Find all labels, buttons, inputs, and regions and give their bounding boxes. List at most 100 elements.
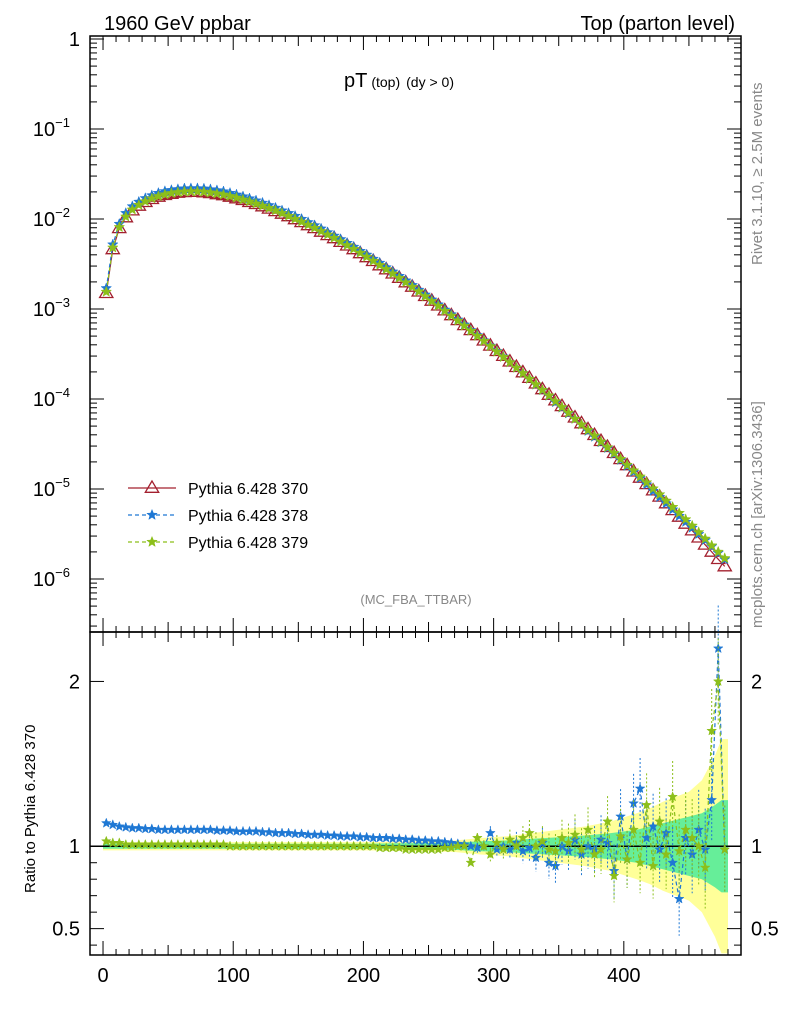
ratio-data-point xyxy=(595,843,607,855)
data-point xyxy=(315,225,327,237)
data-point xyxy=(380,263,393,275)
data-point xyxy=(477,334,490,347)
data-point xyxy=(712,545,725,557)
ratio-data-point xyxy=(556,832,568,843)
legend: Pythia 6.428 370 Pythia 6.428 378 Pythia 6… xyxy=(128,479,308,552)
ratio-data-point xyxy=(699,861,711,873)
ratio-data-point xyxy=(569,828,581,840)
data-point xyxy=(562,406,575,418)
data-point xyxy=(684,522,700,536)
legend-marker xyxy=(144,479,160,493)
ratio-data-point xyxy=(348,830,360,841)
data-point xyxy=(614,452,627,465)
ratio-data-point xyxy=(224,824,236,836)
ratio-data-point xyxy=(504,833,516,845)
data-point xyxy=(341,239,354,251)
data-point xyxy=(601,441,614,453)
data-point xyxy=(716,558,733,572)
data-point xyxy=(647,482,659,494)
data-point xyxy=(692,526,705,538)
ratio-data-point xyxy=(458,840,470,851)
data-point xyxy=(549,395,562,407)
ratio-y-tick-label-right: 1 xyxy=(751,836,762,858)
ratio-data-point xyxy=(250,825,262,836)
data-point xyxy=(686,519,699,531)
data-point xyxy=(119,210,132,222)
y-tick-label-1e-1: 10−1 xyxy=(33,115,70,141)
data-point xyxy=(673,506,686,519)
ratio-data-point xyxy=(634,782,646,794)
data-point xyxy=(269,204,282,216)
ratio-data-point xyxy=(263,826,275,837)
ratio-data-point xyxy=(380,832,392,843)
ratio-data-point xyxy=(654,815,666,827)
data-point xyxy=(224,189,236,202)
data-point xyxy=(699,532,712,544)
data-point xyxy=(113,220,126,233)
ratio-plot: 0.5 0.5 1 1 2 2 0 100 200 300 400 xyxy=(52,605,779,987)
ratio-data-point xyxy=(491,837,503,848)
data-point xyxy=(510,361,523,373)
ratio-data-point xyxy=(680,824,692,835)
ratio-data-point xyxy=(550,845,561,856)
ratio-data-point xyxy=(471,832,483,843)
data-point xyxy=(191,185,204,197)
data-point xyxy=(451,314,464,326)
title-main: pT xyxy=(344,70,367,92)
ratio-data-point xyxy=(524,827,535,838)
ratio-data-point xyxy=(582,824,594,835)
data-point xyxy=(347,242,360,254)
ratio-data-point xyxy=(367,840,379,851)
ratio-data-point xyxy=(205,824,216,835)
data-point xyxy=(621,458,633,470)
ratio-y-tick-label: 0.5 xyxy=(52,919,80,941)
ratio-data-point xyxy=(484,827,496,838)
ratio-y-axis-label: Ratio to Pythia 6.428 370 xyxy=(22,725,39,893)
data-point xyxy=(334,235,347,247)
data-point xyxy=(289,212,301,224)
data-point xyxy=(523,372,536,384)
series-line xyxy=(105,187,726,560)
ratio-data-point xyxy=(641,799,653,810)
ratio-data-point xyxy=(107,819,119,830)
data-point xyxy=(393,271,406,284)
ratio-data-point xyxy=(608,870,620,881)
data-point xyxy=(666,500,679,513)
ratio-data-point xyxy=(621,853,633,865)
ratio-y-tick-label-right: 0.5 xyxy=(751,919,779,941)
data-point xyxy=(718,552,731,564)
data-point xyxy=(458,319,471,331)
data-point xyxy=(705,539,718,551)
legend-label: Pythia 6.428 378 xyxy=(188,508,308,525)
data-point xyxy=(595,435,607,447)
y-tick-label-1e-4: 10−4 xyxy=(33,385,70,411)
title-sub1: (top) xyxy=(371,74,400,90)
ratio-data-point xyxy=(706,794,718,805)
data-point xyxy=(569,412,581,424)
x-tick-label: 0 xyxy=(97,965,108,987)
ratio-data-point xyxy=(484,848,496,860)
data-point xyxy=(104,241,121,255)
ratio-y-tick-label: 1 xyxy=(69,836,80,858)
ratio-data-point xyxy=(328,829,340,841)
ratio-data-point xyxy=(537,835,548,846)
ratio-data-point xyxy=(497,843,509,855)
data-point xyxy=(542,389,555,401)
y-tick-label-1e-6: 10−6 xyxy=(33,565,70,591)
data-point xyxy=(263,201,275,214)
data-point xyxy=(230,191,243,203)
ratio-data-point xyxy=(465,856,477,868)
ratio-data-point xyxy=(146,823,158,834)
ratio-data-point xyxy=(543,843,555,855)
header-left: 1960 GeV ppbar xyxy=(104,13,251,35)
data-point xyxy=(217,188,230,200)
data-point xyxy=(653,488,666,500)
ratio-data-point xyxy=(628,824,639,835)
ratio-data-point xyxy=(315,828,327,840)
data-point xyxy=(354,246,367,258)
data-point xyxy=(211,187,223,199)
data-point xyxy=(464,324,477,336)
ratio-data-point xyxy=(393,833,405,844)
ratio-data-point xyxy=(120,821,132,832)
